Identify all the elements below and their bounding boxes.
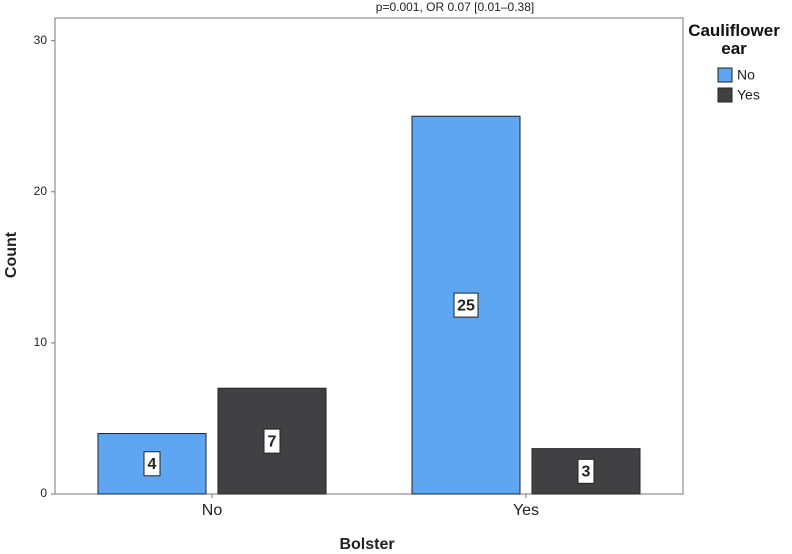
x-tick-label: Yes xyxy=(513,502,539,519)
x-tick-label: No xyxy=(202,502,223,519)
y-tick-label: 10 xyxy=(34,335,48,349)
legend-label: Yes xyxy=(737,87,760,103)
data-label: 25 xyxy=(457,297,475,314)
x-axis-label: Bolster xyxy=(339,536,394,553)
bar xyxy=(411,115,521,495)
data-label: 3 xyxy=(582,464,591,481)
data-label-box xyxy=(577,458,595,484)
data-label: 4 xyxy=(148,456,157,473)
legend-title: Cauliflower ear xyxy=(688,21,780,58)
plot-frame xyxy=(54,17,684,495)
data-label: 7 xyxy=(268,433,277,450)
chart-title: p=0.001, OR 0.07 [0.01–0.38] xyxy=(376,0,534,14)
legend-swatch xyxy=(717,67,733,83)
y-axis-label: Count xyxy=(3,231,20,278)
y-tick-label: 30 xyxy=(34,33,48,47)
y-tick-label: 20 xyxy=(34,184,48,198)
data-label-box xyxy=(263,428,281,454)
data-label-box xyxy=(143,451,161,477)
legend-label: No xyxy=(737,67,755,83)
legend-swatch xyxy=(717,87,733,103)
y-tick-label: 0 xyxy=(40,486,47,500)
data-label-box xyxy=(453,292,479,318)
